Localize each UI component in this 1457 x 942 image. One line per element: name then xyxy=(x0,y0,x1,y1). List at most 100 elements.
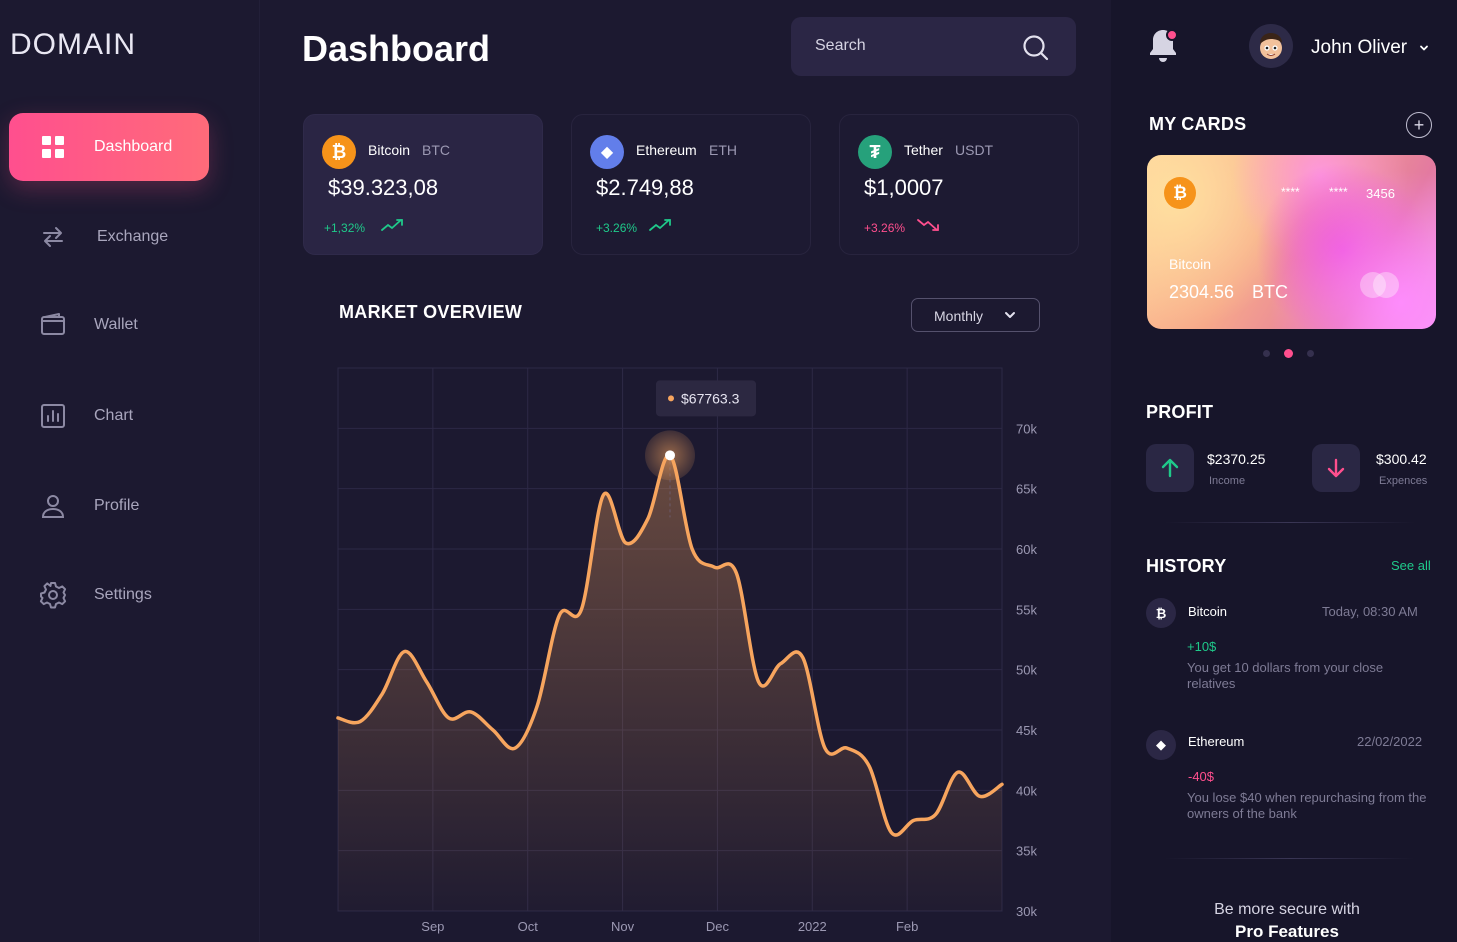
history-item-date: 22/02/2022 xyxy=(1357,734,1423,749)
y-tick-label: 65k xyxy=(1016,482,1037,497)
coin-name: Bitcoin xyxy=(368,142,411,158)
coin-name: Ethereum xyxy=(636,142,697,158)
carousel-dot[interactable] xyxy=(1263,350,1270,357)
tooltip-value: $67763.3 xyxy=(681,390,740,406)
bitcoin-icon: ₿ xyxy=(1164,177,1196,209)
history-item-amount: +10$ xyxy=(1187,639,1217,654)
see-all-link[interactable]: See all xyxy=(1391,558,1431,573)
card-coin-name: Bitcoin xyxy=(1169,256,1212,272)
arrow-down-icon xyxy=(1327,458,1345,478)
coin-price: $1,0007 xyxy=(864,175,944,200)
coin-change: +3.26% xyxy=(864,221,906,235)
history-item-desc: You get 10 dollars from your close relat… xyxy=(1187,660,1384,691)
search-placeholder: Search xyxy=(815,37,866,54)
history-item-amount: -40$ xyxy=(1188,769,1215,784)
income-icon-box xyxy=(1146,444,1194,492)
y-tick-label: 60k xyxy=(1016,542,1037,557)
sidebar-item-exchange[interactable]: Exchange xyxy=(9,203,209,271)
income-label: Income xyxy=(1209,475,1246,487)
card-unit: BTC xyxy=(1252,282,1288,302)
x-tick-label: Dec xyxy=(706,919,730,934)
bitcoin-icon: ₿ xyxy=(322,135,356,169)
y-tick-label: 40k xyxy=(1016,783,1037,798)
income-value: $2370.25 xyxy=(1207,451,1266,467)
trend-up-icon xyxy=(381,219,403,231)
x-tick-label: 2022 xyxy=(798,919,827,934)
sidebar-item-profile[interactable]: Profile xyxy=(9,472,209,540)
period-dropdown[interactable]: Monthly xyxy=(911,298,1040,332)
my-cards-title: MY CARDS xyxy=(1149,114,1247,134)
history-item-name[interactable]: Ethereum xyxy=(1188,734,1245,749)
bank-card[interactable]: ₿ **** **** 3456 Bitcoin 2304.56 BTC xyxy=(1147,155,1436,329)
sidebar-item-label: Exchange xyxy=(97,228,169,245)
card-carousel-dots[interactable] xyxy=(1263,349,1314,358)
sidebar-item-label: Settings xyxy=(94,586,152,603)
history-item-desc: You lose $40 when repurchasing from the … xyxy=(1187,790,1427,821)
card-amount: 2304.56 xyxy=(1169,282,1235,302)
search-icon[interactable] xyxy=(1022,34,1050,67)
promo-title[interactable]: Pro Features xyxy=(1235,922,1339,941)
coin-symbol: BTC xyxy=(422,142,450,158)
bitcoin-icon: ₿ xyxy=(1146,598,1176,628)
y-tick-label: 35k xyxy=(1016,844,1037,859)
coin-card-ethereum[interactable]: ◆ Ethereum ETH $2.749,88 +3.26% xyxy=(571,114,811,255)
wallet-icon xyxy=(39,311,67,339)
card-brand-icon xyxy=(1360,272,1386,298)
chevron-down-icon[interactable] xyxy=(1418,42,1430,54)
expense-value: $300.42 xyxy=(1376,451,1427,467)
tooltip-dot xyxy=(668,395,674,402)
expense-label: Expences xyxy=(1379,475,1428,487)
period-value: Monthly xyxy=(934,308,984,324)
trend-up-icon xyxy=(649,219,671,231)
sidebar-item-label: Profile xyxy=(94,497,140,514)
tether-icon: ₮ xyxy=(858,135,892,169)
coin-card-bitcoin[interactable]: ₿ Bitcoin BTC $39.323,08 +1,32% xyxy=(303,114,543,255)
user-icon xyxy=(39,492,67,520)
carousel-dot-active[interactable] xyxy=(1284,349,1293,358)
ethereum-icon: ◆ xyxy=(590,135,624,169)
add-card-button[interactable]: + xyxy=(1406,112,1432,138)
profit-title: PROFIT xyxy=(1146,402,1214,422)
notification-bell-icon[interactable] xyxy=(1146,26,1182,71)
sidebar-item-settings[interactable]: Settings xyxy=(9,561,209,629)
y-tick-label: 50k xyxy=(1016,663,1037,678)
expense-icon-box xyxy=(1312,444,1360,492)
coin-symbol: USDT xyxy=(955,142,994,158)
user-name[interactable]: John Oliver xyxy=(1311,37,1408,58)
y-tick-label: 45k xyxy=(1016,723,1037,738)
coin-change: +3.26% xyxy=(596,221,638,235)
page-title: Dashboard xyxy=(302,28,491,69)
search-input[interactable]: Search xyxy=(791,17,1076,76)
trend-down-icon xyxy=(917,219,939,231)
x-tick-label: Oct xyxy=(518,919,539,934)
carousel-dot[interactable] xyxy=(1307,350,1314,357)
market-overview-title: MARKET OVERVIEW xyxy=(339,302,523,322)
chevron-down-icon xyxy=(1005,312,1015,318)
history-item-name[interactable]: Bitcoin xyxy=(1188,604,1228,619)
promo-text: Be more secure with xyxy=(1214,901,1360,918)
sidebar-item-chart[interactable]: Chart xyxy=(9,382,209,450)
brand-logo: DOMAIN xyxy=(10,28,136,61)
sidebar-item-label: Chart xyxy=(94,407,134,424)
plus-icon: + xyxy=(1413,115,1425,135)
x-tick-label: Nov xyxy=(611,919,635,934)
history-item-date: Today, 08:30 AM xyxy=(1322,604,1418,619)
arrow-up-icon xyxy=(1161,458,1179,478)
history-title: HISTORY xyxy=(1146,556,1227,576)
ethereum-icon: ◆ xyxy=(1146,730,1176,760)
avatar[interactable] xyxy=(1249,24,1293,68)
sidebar-item-wallet[interactable]: Wallet xyxy=(9,291,209,359)
y-tick-label: 70k xyxy=(1016,421,1037,436)
divider xyxy=(1165,858,1415,859)
bar-chart-icon xyxy=(39,402,67,430)
y-tick-label: 30k xyxy=(1016,904,1037,919)
grid-icon xyxy=(39,133,67,161)
sidebar-item-label: Dashboard xyxy=(94,138,173,155)
sidebar-item-label: Wallet xyxy=(94,316,138,333)
sidebar-item-dashboard[interactable]: Dashboard xyxy=(9,113,209,181)
coin-change: +1,32% xyxy=(324,221,366,235)
x-tick-label: Feb xyxy=(896,919,918,934)
coin-price: $2.749,88 xyxy=(596,175,694,200)
card-mask: **** xyxy=(1329,185,1348,199)
coin-card-tether[interactable]: ₮ Tether USDT $1,0007 +3.26% xyxy=(839,114,1079,255)
